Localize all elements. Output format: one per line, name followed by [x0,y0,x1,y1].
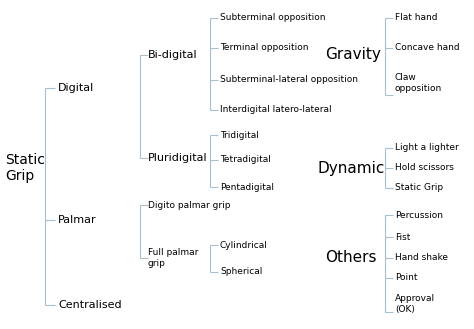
Text: Full palmar
grip: Full palmar grip [148,248,199,268]
Text: Interdigital latero-lateral: Interdigital latero-lateral [220,106,332,114]
Text: Digital: Digital [58,83,94,93]
Text: Concave hand: Concave hand [395,43,460,53]
Text: Cylindrical: Cylindrical [220,240,268,249]
Text: Gravity: Gravity [325,47,381,63]
Text: Static Grip: Static Grip [395,184,443,192]
Text: Palmar: Palmar [58,215,97,225]
Text: Pluridigital: Pluridigital [148,153,208,163]
Text: Claw
opposition: Claw opposition [395,73,442,93]
Text: Terminal opposition: Terminal opposition [220,43,309,53]
Text: Fist: Fist [395,233,410,241]
Text: Tetradigital: Tetradigital [220,156,271,164]
Text: Subterminal-lateral opposition: Subterminal-lateral opposition [220,75,358,85]
Text: Subterminal opposition: Subterminal opposition [220,13,326,22]
Text: Approval
(OK): Approval (OK) [395,294,435,314]
Text: Centralised: Centralised [58,300,122,310]
Text: Hand shake: Hand shake [395,254,448,263]
Text: Flat hand: Flat hand [395,13,438,22]
Text: Hold scissors: Hold scissors [395,164,454,172]
Text: Digito palmar grip: Digito palmar grip [148,200,230,210]
Text: Bi-digital: Bi-digital [148,50,198,60]
Text: Spherical: Spherical [220,267,263,276]
Text: Pentadigital: Pentadigital [220,183,274,191]
Text: Static
Grip: Static Grip [5,153,45,183]
Text: Point: Point [395,273,418,283]
Text: Percussion: Percussion [395,211,443,219]
Text: Tridigital: Tridigital [220,131,259,139]
Text: Others: Others [325,250,376,266]
Text: Light a lighter: Light a lighter [395,143,459,153]
Text: Dynamic: Dynamic [318,161,385,175]
